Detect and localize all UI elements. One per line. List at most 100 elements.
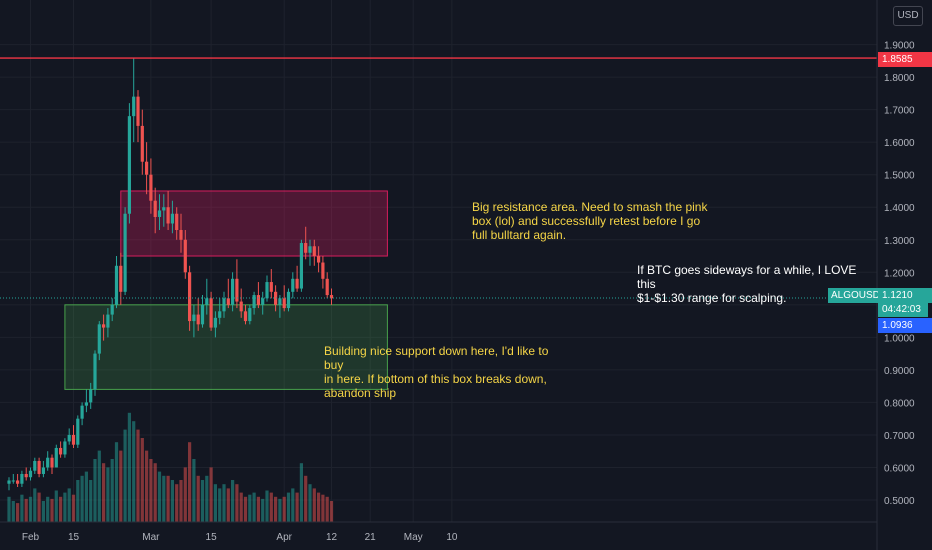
volume-bar (28, 496, 33, 522)
volume-bar (175, 484, 179, 522)
candle-body (252, 295, 256, 309)
volume-bar (7, 496, 11, 522)
y-tick-label: 1.7000 (884, 106, 915, 117)
candle-body (110, 304, 114, 315)
volume-bar (170, 480, 174, 522)
volume-bar (127, 412, 131, 522)
candle-body (166, 207, 170, 224)
candle-body (46, 457, 50, 468)
volume-bar (145, 450, 149, 522)
y-tick-label: 1.8000 (884, 73, 915, 84)
candle-body (97, 324, 101, 354)
candle-body (222, 298, 226, 312)
volume-bar (24, 498, 28, 522)
volume-bar (149, 459, 153, 522)
secondary-price-tag: 1.0936 (878, 318, 932, 333)
candle-body (162, 207, 166, 211)
y-tick-label: 0.7000 (884, 431, 915, 442)
candle-body (157, 210, 162, 217)
candle-body (317, 256, 321, 263)
resistance-price-tag: 1.8585 (878, 52, 932, 67)
volume-bar (196, 475, 200, 522)
candle-body (218, 311, 222, 318)
candle-body (11, 480, 15, 482)
candle-body (205, 298, 209, 305)
candle-body (20, 473, 24, 484)
candle-body (256, 295, 260, 305)
candle-body (278, 298, 282, 305)
candle-body (93, 353, 97, 390)
volume-bar (89, 480, 93, 522)
volume-bar (183, 467, 187, 522)
candle-body (261, 298, 265, 305)
volume-bar (123, 429, 127, 522)
candle-body (192, 314, 196, 322)
candle-body (183, 239, 187, 273)
candle-body (123, 213, 127, 292)
x-tick-label: May (404, 532, 423, 543)
candle-body (226, 298, 230, 305)
candle-body (84, 402, 88, 406)
candle-body (71, 434, 76, 445)
candle-body (291, 278, 295, 292)
candle-body (329, 295, 334, 299)
candle-body (188, 272, 192, 322)
candle-body (304, 243, 308, 253)
candle-body (175, 213, 179, 231)
y-tick-label: 1.3000 (884, 236, 915, 247)
candle-body (119, 265, 123, 292)
volume-bar (50, 498, 54, 522)
candle-body (231, 278, 235, 305)
volume-bar (102, 463, 106, 522)
volume-bar (231, 480, 235, 522)
x-tick-label: 21 (365, 532, 377, 543)
volume-bar (106, 467, 110, 522)
volume-bar (114, 442, 119, 522)
candle-body (269, 282, 273, 292)
volume-bar (179, 480, 183, 522)
volume-bar (153, 463, 157, 522)
volume-bar (295, 492, 299, 522)
candle-body (239, 301, 243, 312)
volume-bar (218, 488, 222, 522)
y-tick-label: 1.2000 (884, 268, 915, 279)
volume-bar (252, 492, 256, 522)
volume-bar (63, 492, 67, 522)
candle-body (41, 467, 45, 474)
candle-body (140, 125, 144, 162)
candle-body (179, 230, 183, 240)
candle-body (200, 304, 205, 325)
support-note: Building nice support down here, I'd lik… (324, 344, 549, 400)
candle-body (312, 246, 316, 257)
volume-bar (166, 475, 170, 522)
y-tick-label: 0.6000 (884, 463, 915, 474)
candle-body (248, 308, 252, 322)
volume-bar (278, 498, 282, 522)
candle-body (286, 291, 291, 309)
volume-bar (269, 492, 273, 522)
candle-body (282, 298, 286, 309)
candle-countdown: 04:42:03 (878, 303, 928, 317)
candle-body (145, 161, 149, 175)
volume-bar (308, 484, 312, 522)
volume-bar (291, 488, 295, 522)
currency-button[interactable]: USD (893, 6, 923, 26)
volume-bar (274, 496, 278, 522)
candle-body (59, 447, 63, 455)
candle-body (63, 441, 67, 455)
volume-bar (37, 492, 41, 522)
candle-body (153, 200, 157, 217)
candle-body (50, 457, 54, 468)
volume-bar (256, 496, 260, 522)
x-tick-label: Mar (142, 532, 160, 543)
y-tick-label: 0.9000 (884, 366, 915, 377)
candle-body (37, 460, 41, 474)
candle-body (136, 96, 140, 126)
volume-bar (46, 496, 50, 522)
x-tick-label: Apr (276, 532, 292, 543)
candle-body (76, 418, 80, 445)
candle-body (235, 278, 239, 302)
volume-bar (265, 490, 269, 522)
